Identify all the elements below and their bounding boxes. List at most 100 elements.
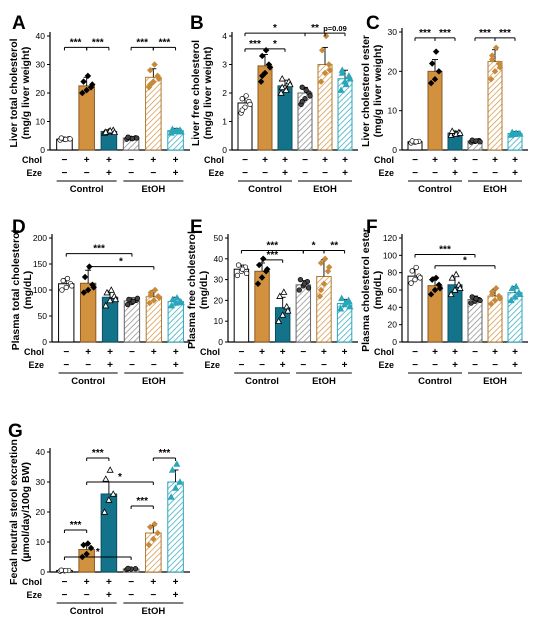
data-point <box>132 566 139 572</box>
condition-chol: + <box>84 155 90 166</box>
data-point <box>150 535 157 543</box>
data-point <box>110 128 119 136</box>
condition-eze: + <box>342 360 348 371</box>
y-axis-label: Liver free cholesterol(mg/g liver weight… <box>190 40 214 146</box>
data-point <box>58 567 64 573</box>
bar <box>123 300 141 343</box>
data-point <box>262 47 270 54</box>
significance-label: *** <box>419 28 431 39</box>
data-point <box>134 295 141 301</box>
significance-label: p=0.09 <box>323 24 347 33</box>
data-point <box>452 270 460 278</box>
group-label-control: Control <box>418 376 452 387</box>
condition-eze: − <box>259 360 265 371</box>
data-point <box>477 297 483 304</box>
data-point <box>275 317 283 324</box>
data-point <box>146 66 154 74</box>
condition-eze: + <box>106 168 112 179</box>
data-point <box>146 81 154 88</box>
data-point <box>342 298 350 306</box>
data-point <box>173 294 181 301</box>
data-point <box>266 64 274 71</box>
condition-eze: + <box>342 168 348 179</box>
condition-eze: − <box>472 360 478 371</box>
group-label-etoh: EtOH <box>142 376 166 387</box>
data-point <box>492 285 500 292</box>
data-point <box>322 32 330 40</box>
data-point <box>488 291 496 298</box>
y-tick-label: 150 <box>33 259 47 269</box>
y-tick-label: 40 <box>388 302 398 312</box>
y-tick-label: 50 <box>214 233 224 243</box>
significance-label: ** <box>330 240 338 251</box>
y-tick-label: 30 <box>36 60 46 70</box>
data-point <box>431 75 439 83</box>
row-label-eze: Eze <box>208 168 224 178</box>
condition-eze: − <box>300 360 306 371</box>
y-tick-label: 20 <box>36 507 46 517</box>
group-label-etoh: EtOH <box>313 184 337 195</box>
significance-label: * <box>119 257 123 268</box>
data-point <box>516 130 524 137</box>
data-point <box>177 128 185 135</box>
data-point <box>151 520 158 528</box>
condition-eze: − <box>150 168 156 179</box>
data-point <box>326 66 334 74</box>
condition-eze: + <box>107 360 113 371</box>
condition-chol: + <box>151 347 157 358</box>
data-point <box>107 286 115 293</box>
significance-label: *** <box>267 240 279 251</box>
condition-eze: + <box>512 168 518 179</box>
significance-label: *** <box>159 448 171 459</box>
data-point <box>299 84 305 90</box>
data-point <box>264 265 271 273</box>
condition-chol: + <box>282 155 288 166</box>
data-point <box>436 285 444 292</box>
condition-chol: + <box>84 577 90 588</box>
data-point <box>346 75 354 82</box>
data-point <box>283 302 291 310</box>
data-point <box>276 292 284 299</box>
data-point <box>168 126 177 133</box>
data-point <box>173 460 181 467</box>
data-point <box>297 276 304 283</box>
data-point <box>496 64 504 71</box>
y-axis-label: Liver total cholesterol(mg/g liver weigh… <box>8 38 32 147</box>
row-label-chol: Chol <box>22 577 42 587</box>
condition-eze: − <box>62 590 68 601</box>
data-point <box>90 284 97 291</box>
condition-chol: − <box>63 347 69 358</box>
y-tick-label: 60 <box>388 285 398 295</box>
data-point <box>516 290 524 298</box>
row-label-chol: Chol <box>204 155 224 165</box>
bar <box>233 268 250 343</box>
y-tick-label: 80 <box>388 268 398 278</box>
condition-eze: + <box>173 360 179 371</box>
data-point <box>151 286 159 294</box>
condition-eze: + <box>452 168 458 179</box>
data-point <box>109 490 117 497</box>
y-tick-label: 50 <box>38 311 48 321</box>
data-point <box>279 311 287 318</box>
y-tick-label: 30 <box>36 477 46 487</box>
significance-label: *** <box>439 244 451 255</box>
data-point <box>167 493 175 500</box>
bar <box>100 493 118 573</box>
y-tick-label: 10 <box>388 106 398 116</box>
condition-eze: − <box>84 168 90 179</box>
data-point <box>456 284 464 291</box>
data-point <box>491 297 499 304</box>
condition-eze: − <box>238 360 244 371</box>
data-point <box>296 287 302 293</box>
y-tick-label: 200 <box>33 233 47 243</box>
condition-eze: + <box>173 168 179 179</box>
condition-eze: − <box>472 168 478 179</box>
condition-chol: + <box>107 347 113 358</box>
condition-chol: + <box>150 577 156 588</box>
condition-chol: − <box>128 155 134 166</box>
y-tick-label: 20 <box>388 66 398 76</box>
data-point <box>317 286 325 294</box>
condition-eze: − <box>63 360 69 371</box>
